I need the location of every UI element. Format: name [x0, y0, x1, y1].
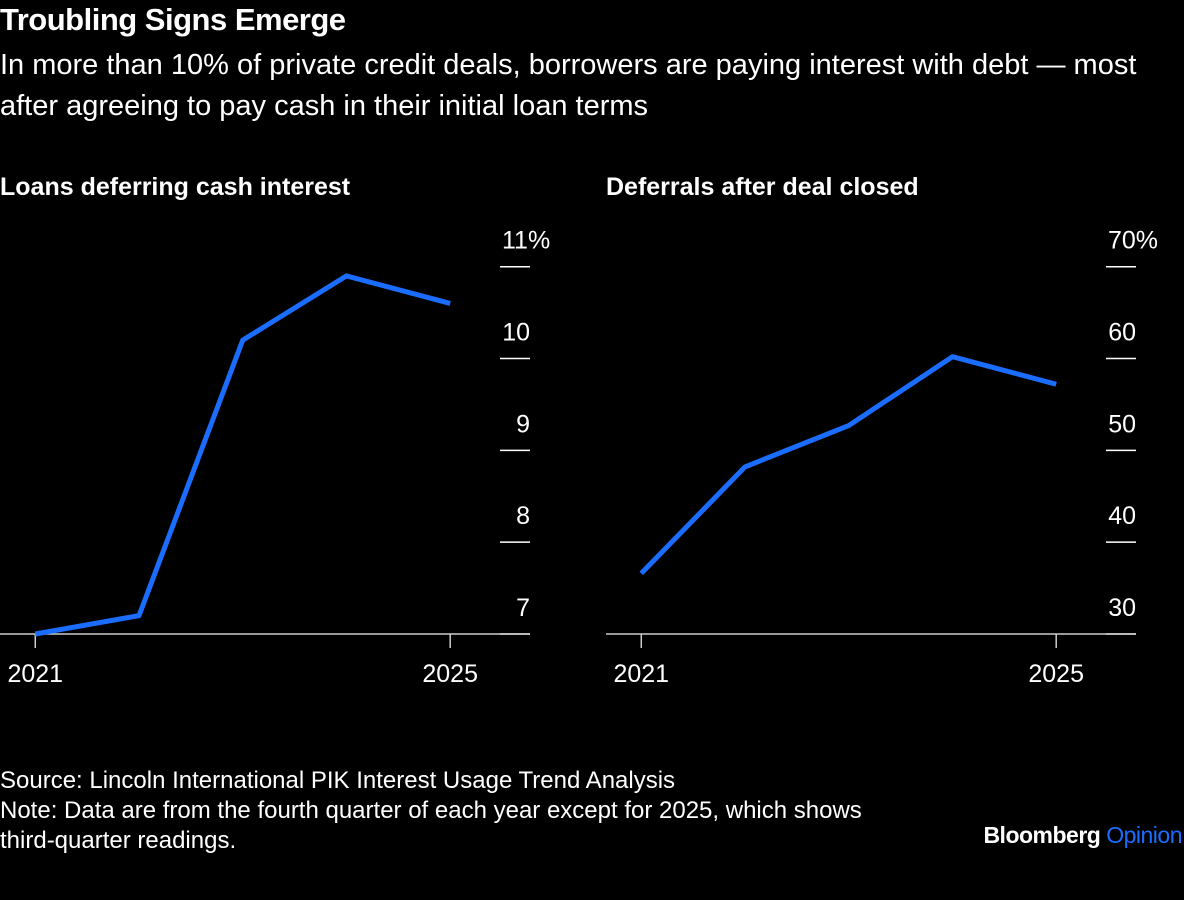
- title: Troubling Signs Emerge: [0, 2, 346, 37]
- y-tick-label: 60: [1108, 319, 1136, 347]
- x-tick-label: 2021: [613, 660, 669, 688]
- source: Source: Lincoln International PIK Intere…: [0, 767, 676, 794]
- subtitle: In more than 10% of private credit deals…: [0, 49, 1137, 122]
- y-tick-label: 50: [1108, 410, 1136, 438]
- y-tick-label: 70%: [1108, 227, 1158, 255]
- y-tick-label: 40: [1108, 502, 1136, 530]
- data-line: [34, 273, 451, 637]
- footer: Source: Lincoln International PIK Intere…: [0, 766, 910, 856]
- data-line: [639, 354, 1057, 576]
- chart-title: Loans deferring cash interest: [0, 173, 351, 201]
- charts: Loans deferring cash interest 7 8 9 10 11% 202…: [0, 173, 1158, 688]
- y-tick-label: 10: [502, 319, 530, 347]
- brand: Bloomberg Opinion: [983, 822, 1182, 849]
- note: Note: Data are from the fourth quarter o…: [0, 797, 862, 854]
- y-tick-label: 30: [1108, 594, 1136, 622]
- chart-title: Deferrals after deal closed: [606, 173, 919, 201]
- x-tick-label: 2025: [1028, 660, 1084, 688]
- y-tick-label: 8: [516, 502, 530, 530]
- y-tick-label: 7: [516, 594, 530, 622]
- y-tick-label: 9: [516, 410, 530, 438]
- brand-section: Opinion: [1106, 822, 1182, 848]
- x-tick-label: 2025: [422, 660, 478, 688]
- x-tick-label: 2021: [7, 660, 63, 688]
- brand-name: Bloomberg: [983, 822, 1101, 848]
- y-tick-label: 11%: [502, 227, 550, 255]
